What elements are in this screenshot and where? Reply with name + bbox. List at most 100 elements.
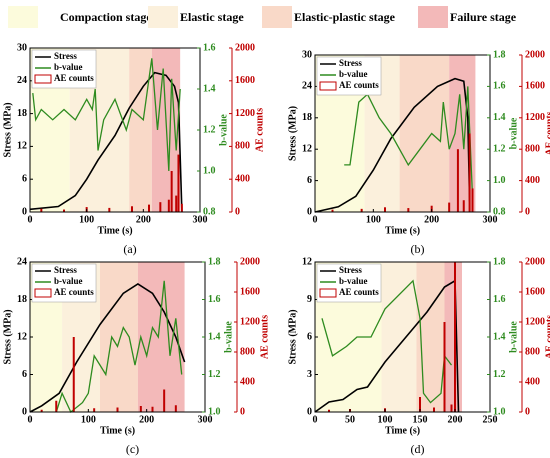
y-tick-label: 12	[302, 256, 312, 267]
stage-legend-swatch	[8, 6, 38, 28]
y3-tick-label: 400	[235, 173, 250, 184]
x-tick-label: 0	[28, 414, 33, 425]
x-tick-label: 200	[448, 414, 463, 425]
x-tick-label: 300	[483, 214, 498, 225]
axis-title: AE counts	[254, 108, 265, 152]
y2-tick-label: 1.6	[208, 294, 221, 305]
y-tick-label: 12	[302, 143, 312, 154]
y3-tick-label: 0	[240, 406, 245, 417]
x-tick-label: 300	[198, 414, 213, 425]
stage-legend-label: Elastic-plastic stage	[294, 10, 396, 24]
ae-bar	[454, 262, 456, 412]
ae-bar	[430, 205, 433, 212]
ae-bar	[108, 207, 111, 212]
y-tick-label: 12	[17, 331, 27, 342]
y2-tick-label: 1.4	[208, 331, 221, 342]
x-tick-label: 300	[193, 214, 208, 225]
axis-title: AE counts	[544, 315, 550, 359]
y3-tick-label: 800	[525, 143, 540, 154]
y3-tick-label: 2000	[240, 256, 260, 267]
y3-tick-label: 400	[525, 376, 540, 387]
axis-title: Time (s)	[97, 225, 132, 236]
legend-label: AE counts	[339, 287, 379, 297]
legend-label: b-value	[339, 276, 368, 286]
y-tick-label: 6	[307, 331, 312, 342]
y-tick-label: 24	[17, 256, 27, 267]
y2-tick-label: 1.2	[203, 124, 216, 135]
y2-tick-label: 1.0	[493, 406, 506, 417]
legend-label: AE counts	[54, 73, 94, 83]
ae-bar	[139, 406, 142, 412]
y2-tick-label: 0.8	[493, 206, 506, 217]
legend-label: Stress	[54, 51, 77, 61]
y3-tick-label: 0	[235, 206, 240, 217]
x-tick-label: 0	[313, 214, 318, 225]
y2-tick-label: 1.0	[208, 406, 221, 417]
panel-label: (b)	[411, 242, 425, 256]
y-tick-label: 18	[302, 112, 312, 123]
x-tick-label: 100	[378, 414, 393, 425]
x-tick-label: 150	[413, 414, 428, 425]
panel-label: (c)	[126, 442, 139, 456]
ae-bar	[116, 407, 119, 412]
stress-line	[314, 279, 460, 413]
axis-title: AE counts	[544, 111, 550, 155]
y3-tick-label: 0	[525, 206, 530, 217]
stage-legend-label: Failure stage	[450, 10, 517, 24]
legend-swatch	[34, 288, 52, 298]
y3-tick-label: 800	[235, 141, 250, 152]
ae-bar	[131, 206, 133, 212]
y-tick-label: 24	[302, 81, 312, 92]
x-tick-label: 200	[424, 214, 439, 225]
ae-bar	[55, 400, 58, 412]
y2-tick-label: 1.2	[493, 369, 506, 380]
ae-bar	[456, 149, 459, 212]
ae-bar	[331, 209, 334, 212]
ae-bar	[177, 154, 180, 212]
ae-bar	[462, 200, 465, 212]
y-tick-label: 30	[302, 49, 312, 60]
ae-bar	[163, 389, 166, 412]
y2-tick-label: 1.8	[493, 49, 506, 60]
y3-tick-label: 1200	[235, 108, 255, 119]
stress-line	[29, 71, 183, 213]
ae-bar	[174, 405, 177, 412]
y2-tick-label: 1.0	[203, 165, 216, 176]
stage-legend-label: Compaction stage	[60, 10, 152, 24]
ae-bar	[419, 397, 421, 412]
y3-tick-label: 1600	[235, 75, 255, 86]
y-tick-label: 6	[22, 369, 27, 380]
ae-bar	[468, 133, 471, 212]
x-tick-label: 200	[139, 414, 154, 425]
x-tick-label: 0	[28, 214, 33, 225]
y3-tick-label: 400	[240, 376, 255, 387]
axis-title: b-value	[223, 321, 234, 353]
y-tick-label: 12	[17, 141, 27, 152]
b-value-line	[321, 279, 453, 404]
x-tick-label: 0	[313, 414, 318, 425]
axis-title: Time (s)	[100, 425, 135, 436]
ae-bar	[167, 199, 170, 212]
ae-bar	[407, 208, 410, 212]
ae-bar	[151, 406, 154, 412]
ae-bar	[360, 208, 363, 212]
legend-swatch	[319, 288, 337, 298]
y2-tick-label: 1.2	[493, 143, 506, 154]
y3-tick-label: 800	[240, 346, 255, 357]
y3-tick-label: 1200	[525, 316, 545, 327]
x-tick-label: 50	[345, 414, 355, 425]
axis-title: b-value	[218, 114, 229, 146]
legend-label: AE counts	[54, 287, 94, 297]
y-tick-label: 0	[307, 406, 312, 417]
y2-tick-label: 1.6	[493, 294, 506, 305]
y2-tick-label: 1.4	[493, 112, 506, 123]
y-tick-label: 18	[17, 294, 27, 305]
y2-tick-label: 1.8	[493, 256, 506, 267]
stage-band	[129, 48, 152, 212]
ae-bar	[170, 171, 173, 212]
y2-tick-label: 1.6	[493, 81, 506, 92]
legend-label: Stress	[339, 58, 362, 68]
x-tick-label: 100	[81, 414, 96, 425]
ae-bar	[175, 195, 178, 212]
stage-band	[137, 262, 185, 412]
